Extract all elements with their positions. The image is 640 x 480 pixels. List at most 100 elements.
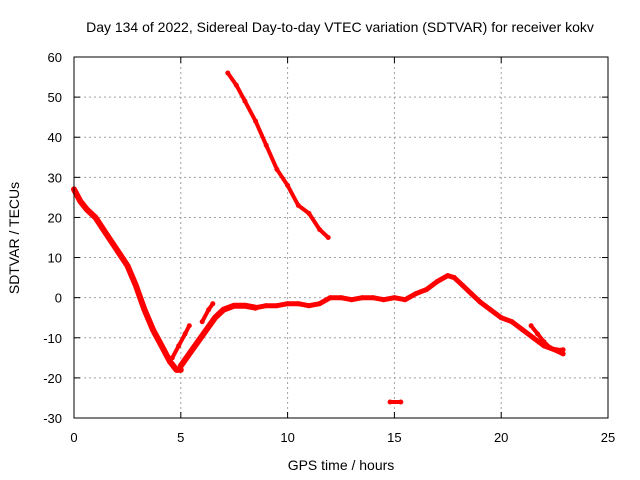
data-point [221,307,226,313]
data-point [468,291,474,297]
data-point [274,303,280,309]
x-tick-label: 25 [601,430,615,445]
data-point [77,198,83,204]
y-axis-label: SDTVAR / TECUs [6,182,22,294]
data-point [535,331,540,337]
data-point [413,291,419,297]
grid-lines [74,57,608,418]
data-point [242,303,248,309]
data-point [225,70,231,76]
data-point [253,305,259,311]
axis-ticks [73,56,609,419]
data-point [150,327,156,333]
x-axis-label: GPS time / hours [288,457,395,473]
data-point [338,295,344,301]
data-point [560,351,566,357]
data-point [509,319,515,325]
data-point [169,355,175,361]
data-point [547,345,553,351]
data-point [285,182,291,188]
data-point [317,301,323,307]
data-point [212,315,218,321]
data-point [488,307,493,313]
y-tick-label: 30 [48,170,62,185]
data-point [498,315,504,321]
data-point [554,347,560,353]
data-point [178,367,184,373]
data-point [306,303,312,309]
series-7 [225,71,331,240]
data-point [327,295,333,301]
data-point [434,279,440,285]
data-point [210,301,216,307]
y-tick-label: -30 [43,411,62,426]
x-tick-labels: 0 5 10 15 20 25 [70,430,615,445]
y-tick-label: 10 [48,251,62,266]
data-point [178,363,184,369]
data-point [174,367,179,373]
data-point [520,327,526,333]
data-point [398,399,404,405]
x-tick-label: 20 [494,430,508,445]
data-point [381,297,387,303]
data-point [263,142,269,148]
data-point [186,323,192,329]
data-point [325,235,331,240]
data-point [560,347,566,353]
data-point [349,297,355,303]
data-point [541,339,547,345]
data-point [451,275,457,281]
data-point [306,210,312,216]
data-point [477,299,483,305]
data-point [203,327,209,333]
data-point [253,118,259,124]
y-tick-label: -10 [43,331,62,346]
data-point [84,206,90,212]
data-point [460,283,466,289]
y-tick-label: 50 [48,90,62,105]
data-point [195,339,201,345]
data-point [199,319,205,325]
data-point [445,273,451,279]
data-point [176,343,182,349]
data-point [317,227,323,232]
y-tick-label: 0 [55,291,62,306]
data-point [370,295,376,301]
y-tick-label: 20 [48,210,62,225]
y-tick-labels: -30 -20 -10 0 10 20 30 40 50 60 [43,50,62,426]
data-point [182,331,188,337]
data-point [295,202,301,208]
data-point [92,214,98,220]
data-point [530,335,536,341]
data-point [528,323,534,329]
data-point [423,287,429,293]
data-point [359,295,365,301]
x-tick-label: 5 [177,430,184,445]
data-point [206,307,212,313]
y-tick-label: 40 [48,130,62,145]
data-series [71,70,566,405]
data-point [387,399,393,405]
data-point [124,263,130,269]
data-point [391,295,397,301]
data-point [242,98,248,104]
data-point [402,297,408,303]
data-point [186,351,192,357]
data-point [285,301,291,307]
data-point [133,283,139,289]
data-point [167,359,173,365]
y-tick-label: -20 [43,371,62,386]
x-tick-label: 15 [387,430,401,445]
data-point [159,343,165,349]
data-point [103,231,109,236]
data-point [142,307,147,313]
data-point [295,301,301,307]
data-point [274,166,280,172]
series-1 [170,323,192,360]
series-0 [71,186,184,373]
series-2 [177,302,259,369]
data-point [114,247,120,252]
chart-title: Day 134 of 2022, Sidereal Day-to-day VTE… [86,19,594,35]
data-point [231,303,237,309]
